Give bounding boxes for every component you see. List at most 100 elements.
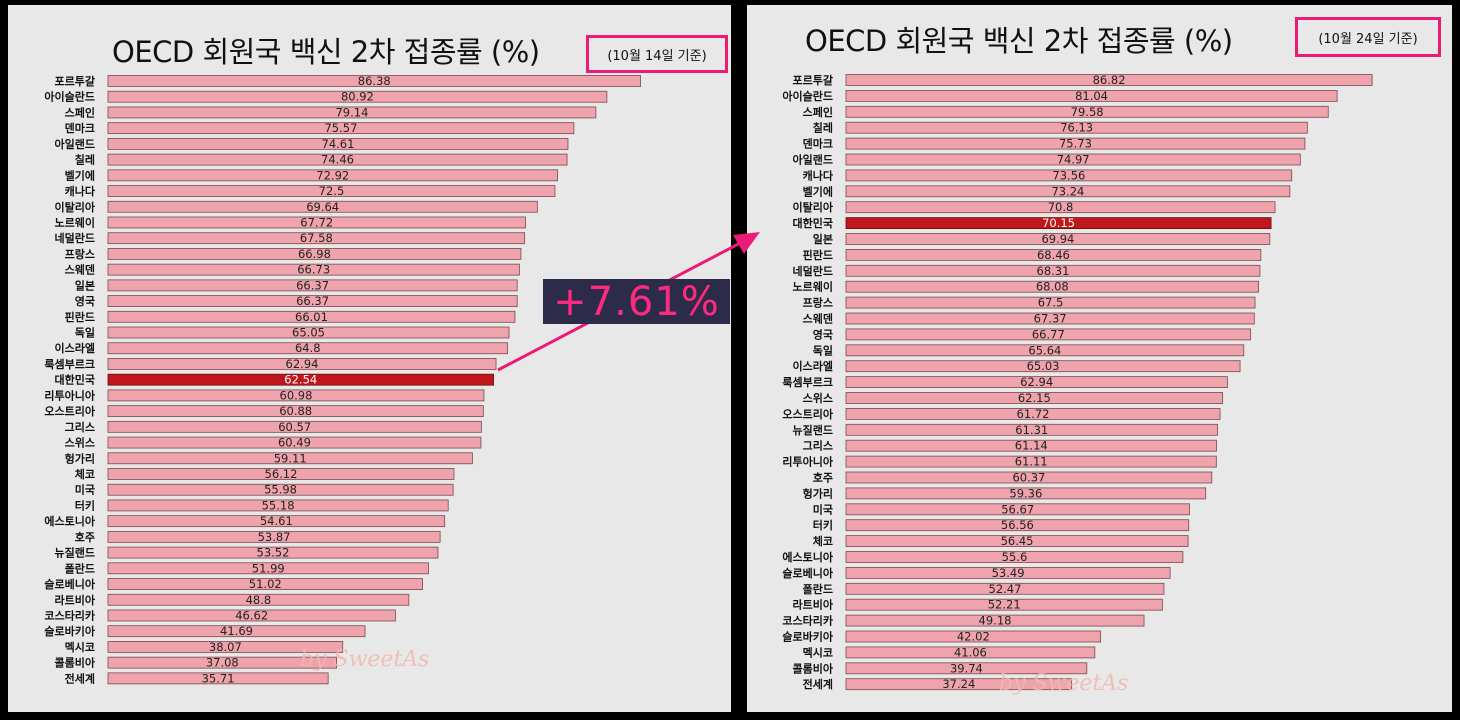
category-label: 슬로바키아 (44, 624, 95, 638)
category-label: 칠레 (813, 121, 833, 135)
value-label: 62.15 (1018, 391, 1051, 405)
value-label: 68.08 (1036, 280, 1069, 294)
bar-chart-oct14: 포르투갈 86.38 아이슬란드 80.92 스페인 79.14 덴마크 75.57 아일랜드 7… (44, 74, 641, 685)
chart-panel-oct14: OECD 회원국 백신 2차 접종률 (%) (10월 14일 기준) 포르투갈… (8, 5, 731, 712)
value-label: 86.38 (358, 74, 391, 88)
bar (845, 567, 1171, 579)
bar (107, 153, 568, 166)
value-label: 60.98 (280, 388, 313, 402)
category-label: 네덜란드 (793, 264, 833, 278)
bar (845, 137, 1306, 150)
bar (107, 279, 518, 292)
category-label: 영국 (75, 295, 95, 308)
bar (107, 499, 449, 512)
category-label: 노르웨이 (793, 280, 833, 294)
category-label: 뉴질랜드 (55, 546, 95, 560)
bar-highlight (107, 373, 494, 386)
category-label: 슬로바키아 (782, 630, 833, 644)
value-label: 48.8 (246, 593, 272, 607)
category-label: 에스토니아 (782, 550, 833, 564)
bar (845, 376, 1228, 389)
value-label: 61.31 (1015, 423, 1048, 437)
value-label: 56.67 (1001, 502, 1034, 516)
value-label: 74.97 (1057, 153, 1090, 167)
category-label: 벨기에 (65, 168, 95, 182)
value-label: 70.15 (1042, 216, 1075, 230)
value-label: 46.62 (235, 608, 268, 622)
bar (107, 216, 526, 229)
bar (845, 328, 1252, 341)
bar (845, 90, 1338, 102)
category-label: 미국 (813, 502, 833, 516)
category-label: 체코 (75, 467, 95, 481)
value-label: 65.03 (1027, 359, 1060, 373)
value-label: 79.58 (1071, 105, 1104, 119)
bar (107, 420, 482, 433)
category-label: 리투아니아 (44, 388, 95, 402)
category-label: 캐나다 (65, 184, 96, 198)
category-label: 오스트리아 (44, 404, 95, 418)
category-label: 전세계 (803, 677, 833, 691)
value-label: 60.88 (279, 404, 312, 418)
category-label: 멕시코 (65, 640, 95, 654)
bar (845, 678, 1073, 691)
value-label: 49.18 (979, 614, 1012, 628)
value-label: 56.12 (265, 467, 298, 481)
category-label: 일본 (813, 232, 833, 246)
bar (107, 263, 520, 276)
value-label: 59.11 (274, 451, 307, 465)
value-label: 69.64 (306, 200, 339, 214)
category-label: 포르투갈 (793, 73, 833, 87)
value-label: 60.49 (278, 436, 311, 450)
category-label: 스위스 (803, 392, 833, 405)
category-label: 콜롬비아 (55, 656, 96, 670)
value-label: 65.64 (1028, 343, 1061, 357)
category-label: 네덜란드 (55, 231, 95, 245)
bar (107, 310, 516, 323)
bar (845, 280, 1259, 293)
bar (845, 185, 1291, 198)
value-label: 72.92 (316, 168, 349, 182)
value-label: 67.58 (300, 231, 333, 245)
value-label: 65.05 (292, 326, 325, 340)
value-label: 70.8 (1048, 200, 1074, 214)
category-label: 라트비아 (55, 593, 96, 607)
category-label: 스웨덴 (65, 263, 95, 277)
bar (107, 122, 575, 135)
value-label: 74.46 (321, 153, 354, 167)
bar (107, 358, 497, 370)
category-label: 라트비아 (793, 598, 834, 612)
bar (845, 264, 1261, 277)
value-label: 68.31 (1037, 264, 1070, 278)
bar (845, 630, 1102, 643)
value-label: 52.47 (989, 582, 1022, 596)
value-label: 41.06 (954, 645, 987, 659)
value-label: 55.6 (1002, 550, 1028, 564)
category-label: 스페인 (65, 105, 95, 119)
bar (107, 468, 455, 480)
value-label: 62.94 (286, 357, 319, 371)
bar (845, 169, 1293, 182)
category-label: 그리스 (65, 420, 95, 434)
watermark: by SweetAs (300, 647, 430, 672)
category-label: 헝가리 (65, 451, 95, 465)
date-label-box: (10월 14일 기준) (586, 35, 728, 73)
category-label: 노르웨이 (55, 215, 95, 229)
bar (107, 169, 558, 182)
category-label: 프랑스 (65, 248, 95, 261)
category-label: 룩셈부르크 (44, 357, 95, 371)
bar (107, 137, 569, 150)
category-label: 포르투갈 (55, 74, 95, 88)
value-label: 60.57 (278, 420, 311, 434)
chart-panel-oct24: OECD 회원국 백신 2차 접종률 (%) (10월 24일 기준) 포르투갈… (747, 5, 1452, 712)
category-label: 아이슬란드 (44, 90, 95, 104)
value-label: 39.74 (950, 661, 983, 675)
bar (845, 153, 1301, 166)
bar-highlight (845, 217, 1272, 230)
value-label: 81.04 (1075, 89, 1108, 103)
bar (107, 106, 597, 119)
category-label: 일본 (75, 278, 95, 292)
category-label: 터키 (75, 498, 95, 512)
category-label: 칠레 (75, 153, 95, 167)
